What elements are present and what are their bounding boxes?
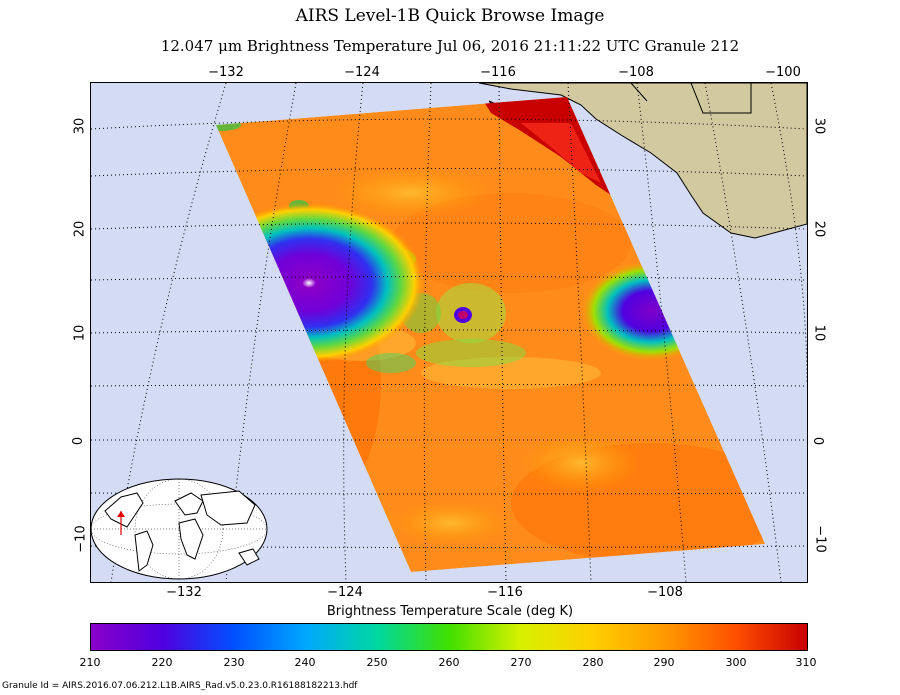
colorbar-tick: 260 — [438, 656, 460, 669]
lat-tick-left: 10 — [72, 324, 88, 342]
border-line — [630, 83, 648, 102]
colorbar-tick: 210 — [79, 656, 101, 669]
lon-tick-bottom: −116 — [487, 585, 523, 600]
lat-tick-right: −10 — [812, 525, 828, 553]
colorbar — [90, 623, 808, 651]
lat-tick-left: 30 — [72, 117, 88, 135]
colorbar-tick: 220 — [151, 656, 173, 669]
lon-tick-top: −100 — [765, 65, 801, 80]
lon-tick-bottom: −132 — [166, 585, 202, 600]
border-line — [731, 83, 752, 114]
colorbar-label: Brightness Temperature Scale (deg K) — [326, 604, 574, 619]
lon-tick-top: −132 — [208, 65, 244, 80]
lat-tick-left: 0 — [71, 436, 87, 446]
lon-tick-bottom: −124 — [327, 585, 363, 600]
lat-tick-right: 20 — [811, 220, 827, 238]
colorbar-tick: 250 — [366, 656, 388, 669]
map-panel — [90, 82, 808, 583]
land-mainland — [478, 83, 807, 239]
subtitle: 12.047 μm Brightness Temperature Jul 06,… — [160, 37, 740, 55]
colorbar-tick: 300 — [725, 656, 747, 669]
lat-tick-right: 10 — [811, 324, 827, 342]
colorbar-tick: 290 — [653, 656, 675, 669]
lat-tick-right: 30 — [811, 117, 827, 135]
lon-tick-top: −124 — [344, 65, 380, 80]
main-title: AIRS Level-1B Quick Browse Image — [295, 6, 605, 26]
lat-tick-left: 20 — [72, 220, 88, 238]
colorbar-tick: 270 — [510, 656, 532, 669]
colorbar-tick: 230 — [223, 656, 245, 669]
colorbar-tick: 310 — [795, 656, 817, 669]
lat-tick-right: 0 — [810, 436, 826, 446]
colorbar-tick: 280 — [582, 656, 604, 669]
inset-locator-arrow — [117, 511, 125, 517]
granule-id: Granule Id = AIRS.2016.07.06.212.L1B.AIR… — [2, 681, 358, 691]
inset-world-map — [91, 478, 268, 580]
airs-swath — [216, 97, 765, 572]
lon-tick-top: −116 — [480, 65, 516, 80]
lon-tick-top: −108 — [618, 65, 654, 80]
lat-tick-left: −10 — [73, 525, 89, 553]
lon-tick-bottom: −108 — [647, 585, 683, 600]
graticule — [91, 83, 807, 582]
colorbar-tick: 240 — [294, 656, 316, 669]
map-canvas — [91, 83, 807, 582]
